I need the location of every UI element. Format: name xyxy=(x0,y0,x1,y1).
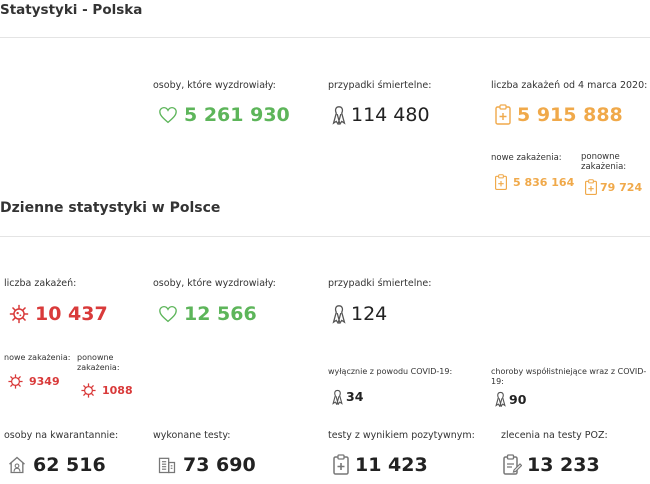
clipboard-plus-icon xyxy=(495,104,511,125)
daily-positive-tests: testy z wynikiem pozytywnym: 11 423 xyxy=(328,430,475,476)
daily-infections-label: liczba zakażeń: xyxy=(4,278,77,289)
ribbon-icon xyxy=(332,389,343,405)
summary-recovered-value: 5 261 930 xyxy=(184,103,290,126)
daily-quarantine-label: osoby na kwarantannie: xyxy=(4,430,119,441)
daily-positive-tests-value: 11 423 xyxy=(355,453,428,476)
daily-poz-orders-value: 13 233 xyxy=(527,453,600,476)
summary-recovered-label: osoby, które wyzdrowiały: xyxy=(153,80,276,91)
daily-recovered: osoby, które wyzdrowiały: 12 566 xyxy=(153,278,276,325)
house-icon xyxy=(9,456,25,474)
summary-deaths-value: 114 480 xyxy=(351,103,430,126)
title-divider xyxy=(0,37,650,38)
summary-re-infections-label: ponowne zakażenia: xyxy=(581,152,627,173)
daily-deaths-comorbid: choroby współistniejące wraz z COVID-19:… xyxy=(491,367,649,408)
daily-deaths-label: przypadki śmiertelne: xyxy=(328,278,432,289)
daily-new-infections-label: nowe zakażenia: xyxy=(4,353,71,362)
summary-new-infections-label: nowe zakażenia: xyxy=(491,153,562,163)
summary-new-infections-value: 5 836 164 xyxy=(513,176,575,190)
daily-infections: liczba zakażeń: 10 437 xyxy=(4,278,108,325)
summary-deaths: przypadki śmiertelne: 114 480 xyxy=(328,80,432,126)
summary-new-infections: nowe zakażenia: 5 836 164 xyxy=(491,153,574,191)
ribbon-icon xyxy=(332,305,346,324)
test-order-icon xyxy=(503,454,522,475)
test-plus-icon xyxy=(333,454,349,475)
daily-poz-orders: zlecenia na testy POZ: 13 233 xyxy=(501,430,608,476)
daily-poz-orders-label: zlecenia na testy POZ: xyxy=(501,430,608,441)
clipboard-plus-icon xyxy=(585,179,597,196)
daily-deaths-covid-only-value: 34 xyxy=(346,389,364,405)
daily-re-infections: ponowne zakażenia: 1088 xyxy=(77,353,147,399)
clipboard-plus-icon xyxy=(495,174,507,191)
daily-re-infections-value: 1088 xyxy=(102,384,133,398)
daily-divider xyxy=(0,236,650,237)
daily-deaths-comorbid-label: choroby współistniejące wraz z COVID-19: xyxy=(491,367,647,386)
summary-infections-label: liczba zakażeń od 4 marca 2020: xyxy=(491,80,648,91)
daily-tests: wykonane testy: 73 690 xyxy=(153,430,256,476)
daily-re-infections-label: ponowne zakażenia: xyxy=(77,353,120,372)
building-icon xyxy=(158,457,176,474)
summary-infections-value: 5 915 888 xyxy=(517,103,623,126)
daily-heading: Dzienne statystyki w Polsce xyxy=(0,200,221,216)
summary-recovered: osoby, które wyzdrowiały: 5 261 930 xyxy=(153,80,290,126)
daily-positive-tests-label: testy z wynikiem pozytywnym: xyxy=(328,430,475,441)
heart-icon xyxy=(159,305,177,323)
summary-re-infections: ponowne zakażenia: 79 724 xyxy=(581,152,643,196)
daily-tests-value: 73 690 xyxy=(183,453,256,476)
daily-new-infections-value: 9349 xyxy=(29,374,60,388)
heart-icon xyxy=(159,106,177,124)
summary-deaths-label: przypadki śmiertelne: xyxy=(328,80,432,91)
daily-recovered-value: 12 566 xyxy=(184,302,257,325)
virus-icon xyxy=(81,383,96,398)
ribbon-icon xyxy=(332,106,346,125)
daily-tests-label: wykonane testy: xyxy=(153,430,231,441)
daily-quarantine-value: 62 516 xyxy=(33,453,106,476)
daily-recovered-label: osoby, które wyzdrowiały: xyxy=(153,278,276,289)
daily-infections-value: 10 437 xyxy=(35,302,108,325)
summary-infections: liczba zakażeń od 4 marca 2020: 5 915 88… xyxy=(491,80,648,126)
ribbon-icon xyxy=(495,392,506,408)
daily-deaths-covid-only-label: wyłącznie z powodu COVID-19: xyxy=(328,367,453,376)
virus-icon xyxy=(8,374,23,389)
daily-deaths-covid-only: wyłącznie z powodu COVID-19: 34 xyxy=(328,367,452,405)
daily-deaths: przypadki śmiertelne: 124 xyxy=(328,278,432,325)
virus-icon xyxy=(9,304,29,324)
daily-quarantine: osoby na kwarantannie: 62 516 xyxy=(4,430,119,476)
page-title: Statystyki - Polska xyxy=(0,2,143,18)
daily-deaths-value: 124 xyxy=(351,302,388,325)
summary-re-infections-value: 79 724 xyxy=(600,181,643,195)
daily-deaths-comorbid-value: 90 xyxy=(509,391,527,407)
daily-new-infections: nowe zakażenia: 9349 xyxy=(4,353,74,390)
